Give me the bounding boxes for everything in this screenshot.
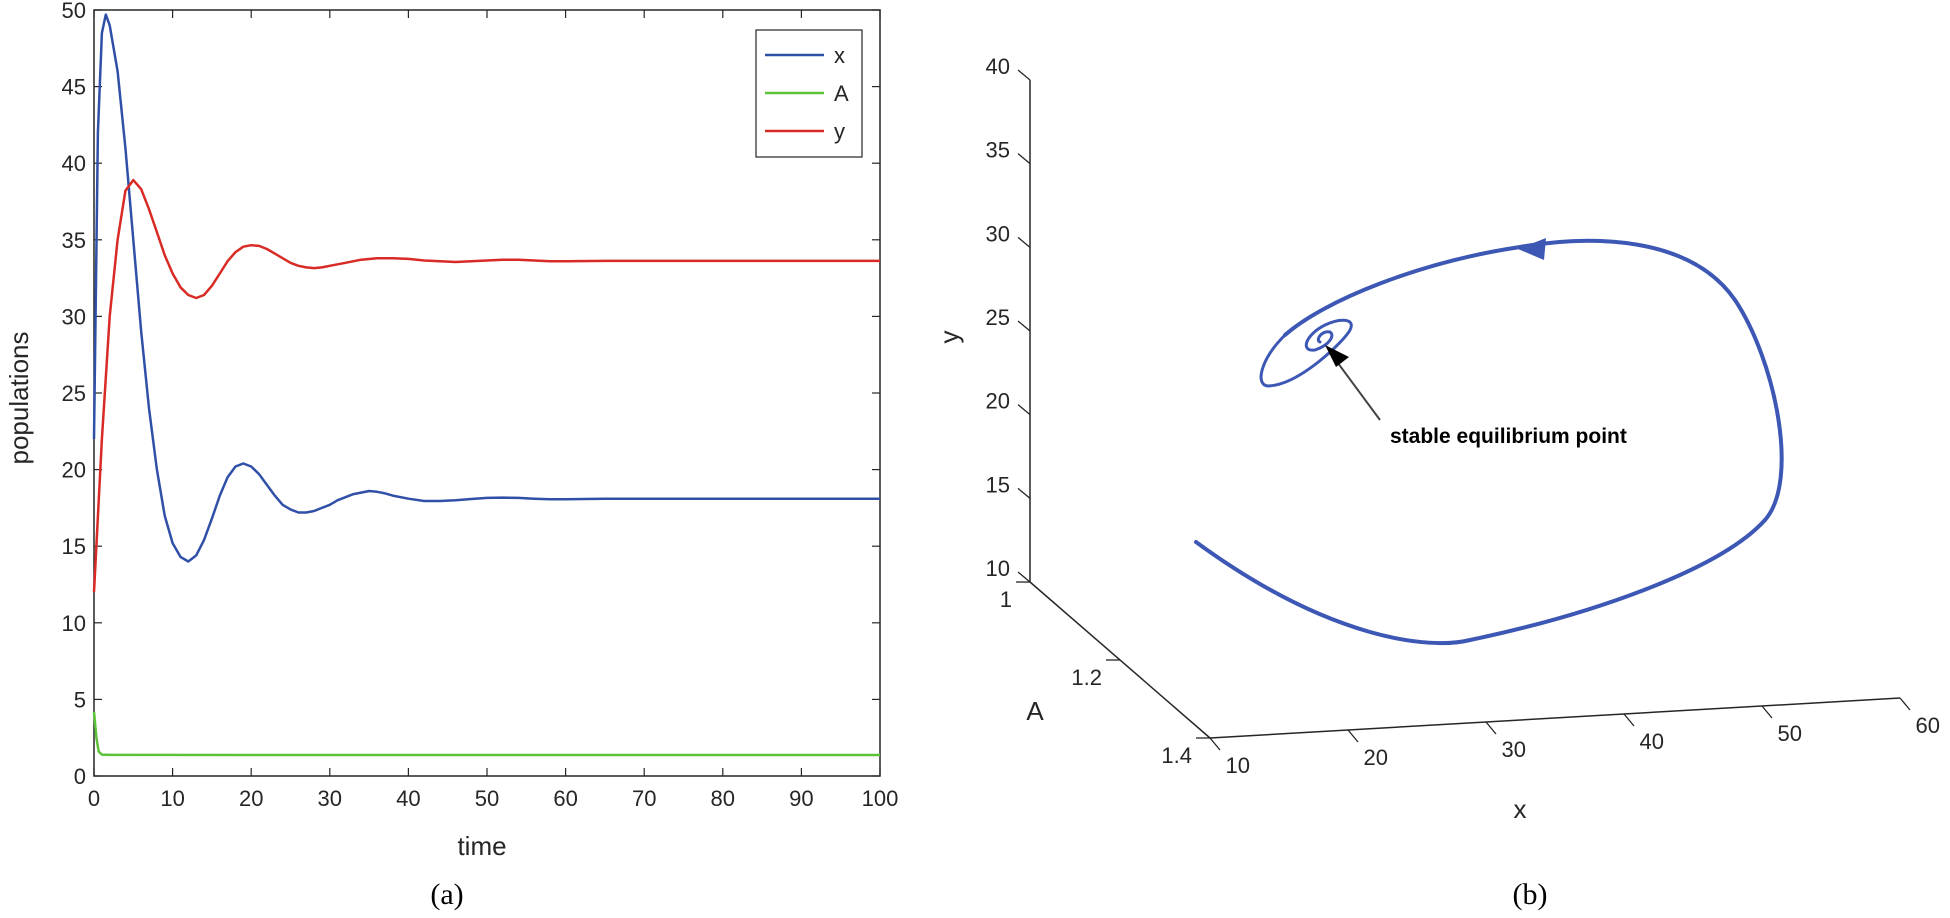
y-tick-label-3d: 10	[986, 556, 1010, 581]
y-tick-label-3d: 20	[986, 389, 1010, 414]
x-axis-label-3d: x	[1514, 794, 1527, 824]
x-tick-label: 10	[160, 786, 184, 811]
direction-arrowhead	[1518, 238, 1546, 260]
y-tick-label: 5	[74, 687, 86, 712]
series-line-x	[92, 13, 880, 563]
annotation-text: stable equilibrium point	[1390, 425, 1627, 448]
x-tick-mark-3d	[1485, 721, 1497, 735]
y-tick-label: 20	[62, 458, 86, 483]
a-tick-label-3d: 1.2	[1071, 665, 1102, 690]
a-tick-label-3d: 1	[1000, 587, 1012, 612]
x-tick-label: 40	[396, 786, 420, 811]
x-tick-mark-3d	[1209, 737, 1221, 751]
trajectory-curve	[1194, 238, 1784, 646]
x-tick-label-3d: 10	[1226, 753, 1250, 778]
x-tick-label: 0	[88, 786, 100, 811]
x-tick-mark-3d	[1347, 729, 1359, 743]
y-tick-mark-3d	[1017, 153, 1031, 165]
y-tick-mark-3d	[1017, 69, 1031, 81]
y-tick-mark-3d	[1017, 487, 1031, 499]
plot-frame-a	[93, 9, 881, 777]
x-tick-label: 90	[789, 786, 813, 811]
x-tick-label-3d: 30	[1502, 737, 1526, 762]
a-axis-label-3d: A	[1026, 696, 1044, 726]
y-tick-label-3d: 25	[986, 305, 1010, 330]
y-tick-label: 0	[74, 764, 86, 789]
x-tick-label-3d: 20	[1364, 745, 1388, 770]
y-tick-label: 45	[62, 75, 86, 100]
x-tick-label-3d: 60	[1916, 713, 1940, 738]
x-tick-label-3d: 50	[1778, 721, 1802, 746]
y-tick-label-3d: 30	[986, 221, 1010, 246]
y-axis-ticks-3d: 10 15 20 25 30 35 40	[986, 54, 1031, 583]
annotation-pointer-head	[1325, 345, 1349, 367]
legend-label-x: x	[834, 43, 845, 68]
y-tick-label: 40	[62, 151, 86, 176]
x-axis-label: time	[457, 831, 506, 861]
legend: xAy	[755, 29, 863, 158]
x-tick-label: 30	[318, 786, 342, 811]
x-tick-mark-3d	[1623, 713, 1635, 727]
y-tick-label: 35	[62, 228, 86, 253]
y-tick-label: 10	[62, 611, 86, 636]
a-axis-ticks-3d: 1 1.2 1.4	[1000, 581, 1210, 768]
trajectory-spiral	[1259, 318, 1353, 388]
y-tick-label-3d: 40	[986, 54, 1010, 79]
y-axis-label-3d: y	[934, 331, 964, 344]
series-line-y	[92, 178, 880, 593]
x-tick-label: 100	[862, 786, 899, 811]
x-tick-label: 20	[239, 786, 263, 811]
x-axis-ticks: 0 10 20 30 40 50 60 70 80 90 100	[88, 10, 898, 811]
legend-label-y: y	[834, 119, 845, 144]
a-tick-label-3d: 1.4	[1161, 743, 1192, 768]
y-tick-mark-3d	[1017, 571, 1031, 583]
legend-label-A: A	[834, 81, 849, 106]
y-tick-label-3d: 15	[986, 472, 1010, 497]
x-tick-label-3d: 40	[1640, 729, 1664, 754]
x-tick-mark-3d	[1761, 705, 1773, 719]
y-tick-label: 15	[62, 534, 86, 559]
y-tick-label: 25	[62, 381, 86, 406]
x-tick-label: 70	[632, 786, 656, 811]
x-tick-label: 50	[475, 786, 499, 811]
caption-b: (b)	[1513, 878, 1548, 911]
y-tick-mark-3d	[1017, 236, 1031, 248]
y-axis-ticks: 0 5 10 15 20 25 30 35 40 45 50	[62, 0, 880, 789]
series-lines	[92, 13, 880, 757]
series-line-A	[92, 711, 880, 757]
y-tick-label: 50	[62, 0, 86, 23]
y-tick-mark-3d	[1017, 404, 1031, 416]
x-tick-mark-3d	[1899, 697, 1911, 711]
x-axis-line	[1209, 697, 1901, 739]
y-axis-label: populations	[4, 332, 34, 465]
y-tick-label-3d: 35	[986, 138, 1010, 163]
y-tick-label: 30	[62, 304, 86, 329]
x-axis-ticks-3d: 10 20 30 40 50 60	[1209, 697, 1940, 778]
panel-a-time-series: 0 10 20 30 40 50 60 70 80 90 100 0 5 10 15 20 25 30 35 40 4…	[4, 0, 898, 911]
caption-a: (a)	[430, 878, 463, 911]
y-tick-mark-3d	[1017, 320, 1031, 332]
annotation-pointer-line	[1331, 354, 1381, 421]
x-tick-label: 60	[553, 786, 577, 811]
x-tick-label: 80	[711, 786, 735, 811]
